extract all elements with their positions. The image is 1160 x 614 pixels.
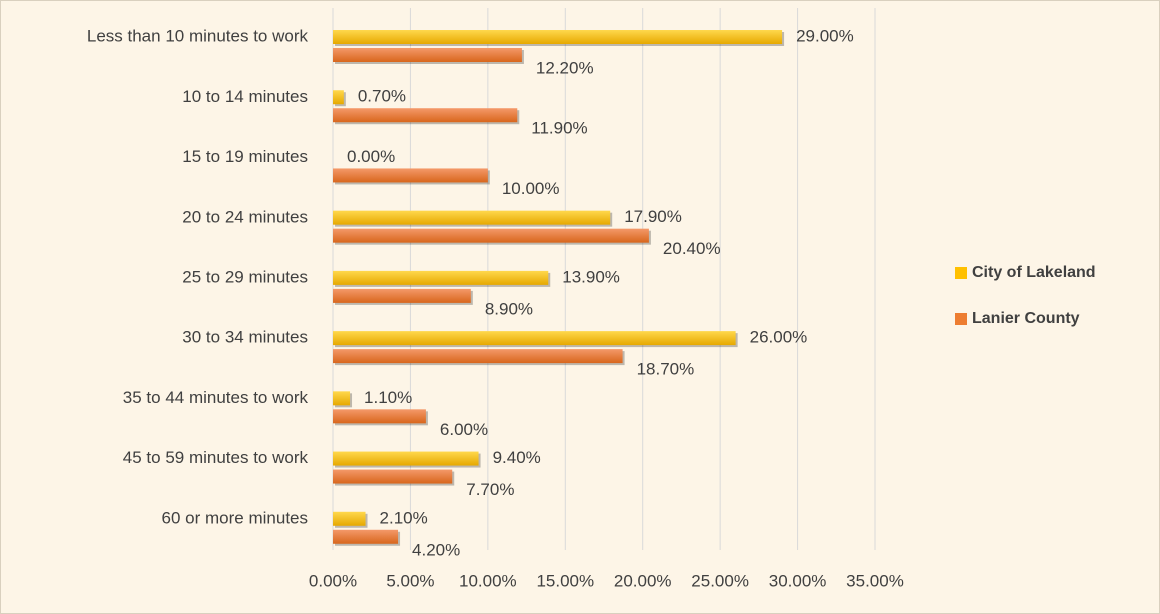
bar [333,451,479,466]
bar [333,228,649,243]
data-label: 13.90% [562,267,620,286]
data-label: 4.20% [412,540,460,559]
y-tick-label: 20 to 24 minutes [182,207,308,226]
x-tick-label: 35.00% [846,571,904,590]
y-tick-label: 45 to 59 minutes to work [123,448,309,467]
x-tick-label: 10.00% [459,571,517,590]
y-tick-label: 35 to 44 minutes to work [123,388,309,407]
legend-swatch [955,267,967,279]
bar [333,391,351,406]
data-label: 12.20% [536,58,594,77]
data-label: 26.00% [750,328,808,347]
x-tick-label: 30.00% [769,571,827,590]
data-label: 29.00% [796,26,854,45]
bar [333,349,623,364]
bar [333,529,399,544]
data-label: 18.70% [637,360,695,379]
data-label: 10.00% [502,179,560,198]
data-label: 1.10% [364,388,412,407]
bar [333,168,488,183]
bar [333,511,366,526]
data-label: 8.90% [485,299,533,318]
y-tick-label: 25 to 29 minutes [182,267,308,286]
bar [333,210,611,225]
data-label: 17.90% [624,207,682,226]
data-label: 0.00% [347,147,395,166]
y-tick-label: 15 to 19 minutes [182,147,308,166]
legend-label: Lanier County [972,310,1080,327]
data-label: 6.00% [440,420,488,439]
x-tick-label: 0.00% [309,571,357,590]
x-tick-label: 20.00% [614,571,672,590]
data-label: 9.40% [493,448,541,467]
bar [333,270,549,285]
bar [333,30,783,44]
data-label: 0.70% [358,87,406,106]
y-tick-label: 10 to 14 minutes [182,87,308,106]
bar [333,90,344,105]
legend-label: City of Lakeland [972,264,1096,281]
bar [333,469,453,484]
legend-swatch [955,313,967,325]
x-tick-label: 25.00% [691,571,749,590]
bar [333,48,522,62]
x-tick-label: 15.00% [536,571,594,590]
y-tick-label: 30 to 34 minutes [182,328,308,347]
bar [333,288,471,303]
y-tick-label: 60 or more minutes [162,508,308,527]
data-label: 2.10% [380,508,428,527]
bar [333,331,736,346]
bar [333,108,518,123]
x-tick-label: 5.00% [386,571,434,590]
data-label: 11.90% [531,119,587,138]
data-label: 20.40% [663,239,721,258]
y-tick-label: Less than 10 minutes to work [87,27,309,46]
data-label: 7.70% [466,480,514,499]
bar [333,409,426,424]
